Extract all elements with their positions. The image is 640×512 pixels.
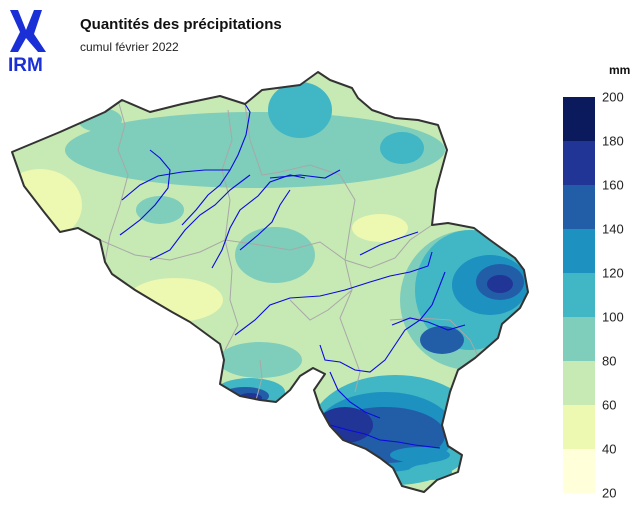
legend-class-60-80 [563,361,595,405]
color-legend [563,97,595,493]
legend-label: 160 [602,177,624,193]
precipitation-zones [12,72,528,492]
legend-class-80-100 [563,317,595,361]
zone-100-120-south [408,464,452,480]
precipitation-map [0,60,560,507]
legend-label: 140 [602,221,624,237]
legend-class-140-160 [563,185,595,229]
logo-mark-icon [10,10,46,52]
legend-label: 20 [602,485,617,501]
irm-logo: IRM [6,8,58,76]
zone-80-100-mid [235,227,315,283]
legend-label: 100 [602,309,624,325]
legend-label: 180 [602,133,624,149]
legend-class-180-200 [563,97,595,141]
legend-label: 120 [602,265,624,281]
legend-unit: mm [609,63,631,77]
zone-100-120-north [268,82,332,138]
map-title: Quantités des précipitations [80,16,282,33]
legend-class-20-40 [563,449,595,493]
rivers [119,95,466,449]
legend-label: 40 [602,441,617,457]
zone-80-100-west [136,196,184,224]
legend-label: 200 [602,89,624,105]
zone-80-100-north [65,112,445,188]
zone-120-140-south [390,447,450,463]
zone-140-160-se [420,326,464,354]
legend-class-160-180 [563,141,595,185]
legend-label: 60 [602,397,617,413]
legend-class-40-60 [563,405,595,449]
legend-label: 80 [602,353,617,369]
province-borders [99,99,481,401]
zone-100-120-ne [380,132,424,164]
zone-160-180-ardennes [317,407,373,443]
legend-class-100-120 [563,273,595,317]
map-subtitle: cumul février 2022 [80,40,179,54]
zone-40-60-east [352,214,408,242]
national-border [11,71,529,493]
zone-40-60-center [127,278,223,322]
logo-text: IRM [8,55,43,76]
zone-160-180-east [487,275,513,293]
legend-class-120-140 [563,229,595,273]
